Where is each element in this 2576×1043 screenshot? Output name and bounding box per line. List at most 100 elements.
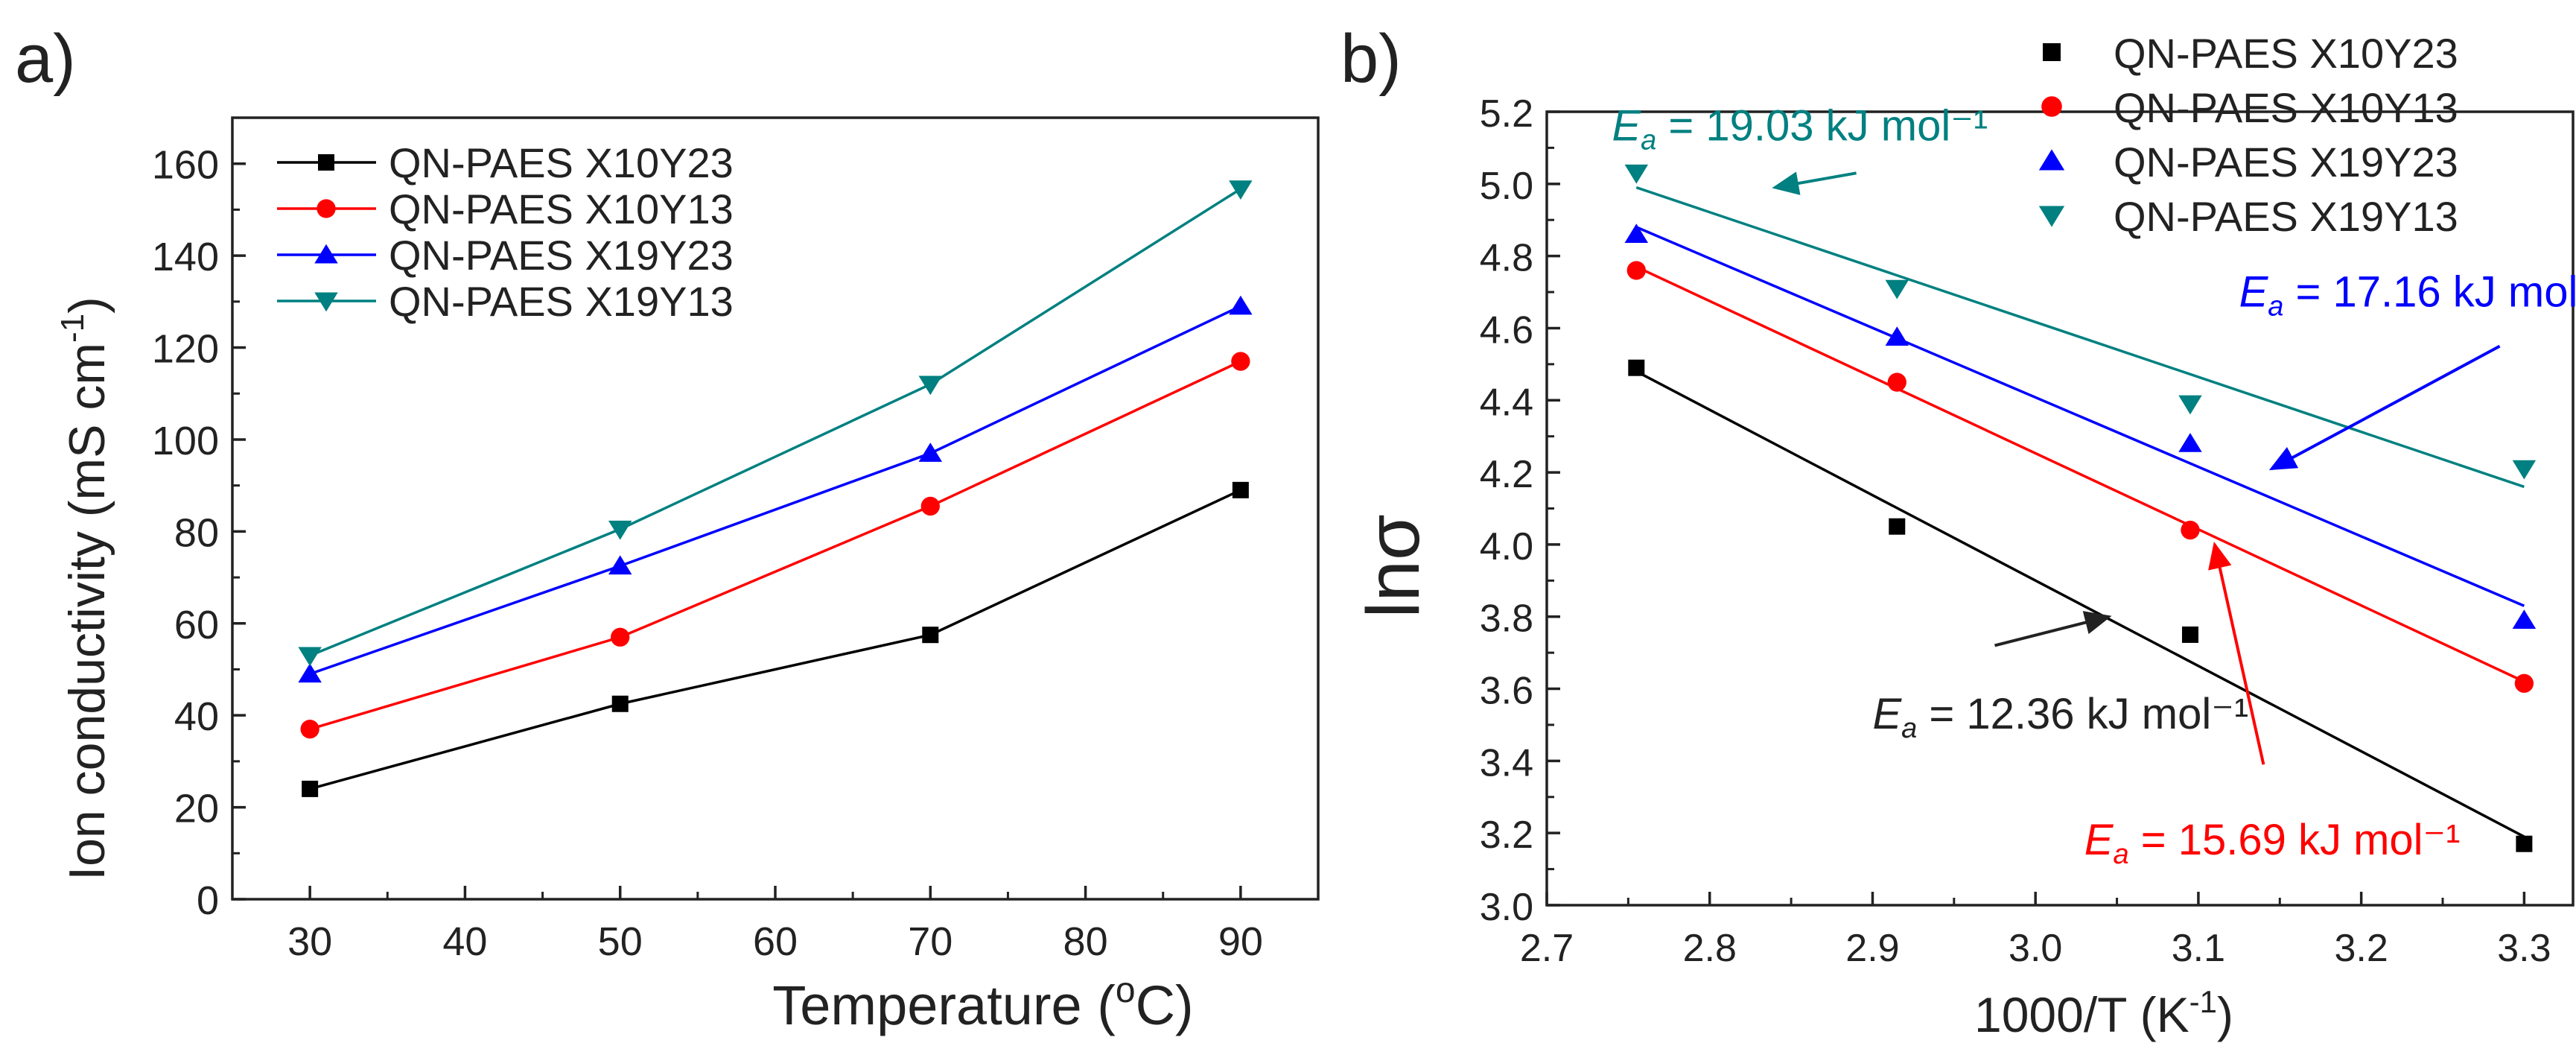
x-tick-label: 2.7 xyxy=(1520,927,1574,970)
y-tick-label: 100 xyxy=(152,419,219,463)
series-line-a-3 xyxy=(309,188,1241,657)
x-tick-label: 3.0 xyxy=(2009,927,2062,970)
x-axis-title-a-superscript: o xyxy=(1116,971,1136,1010)
fit-line-b-3 xyxy=(1635,186,2525,489)
data-point-b-2 xyxy=(2512,609,2537,630)
y-tick-label: 4.0 xyxy=(1480,525,1533,568)
y-tick-label: 3.2 xyxy=(1480,814,1533,857)
activation-energy-value: = 19.03 kJ mol⁻¹ xyxy=(1656,102,1988,150)
y-tick-label: 4.8 xyxy=(1480,237,1533,280)
legend-a-label-0: QN-PAES X10Y23 xyxy=(389,139,734,186)
chart-panel-a: a) 30 40 50 60 70 80 90 0 20 40 60 80 100 120 140 160 T… xyxy=(15,21,1320,1036)
activation-energy-subscript: a xyxy=(1901,713,1917,744)
x-axis-title-b-part1: 1000/T (K xyxy=(1974,987,2189,1042)
series-line-a-1 xyxy=(309,360,1241,731)
data-point-a-0 xyxy=(302,780,319,797)
y-tick-label: 3.4 xyxy=(1480,741,1533,784)
legend-a-marker-2 xyxy=(314,244,338,264)
data-point-b-0 xyxy=(1628,359,1645,376)
legend-b-marker-1 xyxy=(2041,96,2062,117)
x-tick-label: 2.9 xyxy=(1845,927,1899,970)
x-tick-label: 3.3 xyxy=(2497,927,2551,970)
legend-b-label-3: QN-PAES X19Y13 xyxy=(2114,193,2458,240)
data-point-a-3 xyxy=(1229,180,1253,200)
panel-label-b: b) xyxy=(1341,21,1402,97)
data-point-b-0 xyxy=(2516,835,2533,852)
data-point-b-3 xyxy=(2512,460,2537,480)
y-tick-label: 4.6 xyxy=(1480,308,1533,352)
activation-energy-label-1: Ea = 17.16 kJ mol⁻¹ xyxy=(2239,267,2576,322)
x-axis-title-a: Temperature (oC) xyxy=(772,971,1193,1036)
y-tick-label: 80 xyxy=(174,510,219,555)
activation-energy-label-0: Ea = 19.03 kJ mol⁻¹ xyxy=(1612,102,1988,156)
data-point-a-2 xyxy=(608,555,632,575)
y-axis-title-b: lnσ xyxy=(1352,514,1435,618)
y-axis-title-a: Ion conductivity (mS cm-1) xyxy=(54,297,115,881)
legend-a-label-1: QN-PAES X10Y13 xyxy=(389,186,734,232)
legend-b-label-0: QN-PAES X10Y23 xyxy=(2114,30,2458,77)
data-point-a-0 xyxy=(922,627,939,644)
data-point-a-2 xyxy=(918,443,943,462)
y-tick-label: 3.8 xyxy=(1480,597,1533,641)
x-tick-label: 3.1 xyxy=(2172,927,2225,970)
y-axis-title-a-part2: ) xyxy=(59,297,115,314)
data-point-b-1 xyxy=(2181,520,2200,540)
activation-energy-subscript: a xyxy=(1641,125,1656,156)
annotations-b: Ea = 19.03 kJ mol⁻¹Ea = 17.16 kJ mol⁻¹Ea… xyxy=(1612,102,2576,871)
data-point-b-0 xyxy=(1889,518,1906,535)
y-tick-label: 120 xyxy=(152,327,219,372)
legend-b-label-2: QN-PAES X19Y23 xyxy=(2114,139,2458,186)
activation-energy-value: = 17.16 kJ mol⁻¹ xyxy=(2283,267,2576,316)
legend-b: QN-PAES X10Y23 QN-PAES X10Y13 QN-PAES X19Y… xyxy=(2038,30,2458,240)
annotation-arrow-0 xyxy=(1772,171,1857,195)
annotation-arrow-3 xyxy=(2208,542,2265,765)
legend-a-marker-3 xyxy=(314,292,338,312)
legend-a-label-2: QN-PAES X19Y23 xyxy=(389,232,734,279)
y-tick-label: 140 xyxy=(152,235,219,279)
legend-b-marker-2 xyxy=(2038,149,2065,171)
data-point-b-3 xyxy=(1885,279,1909,299)
x-tick-label: 2.8 xyxy=(1683,927,1737,970)
activation-energy-symbol: E xyxy=(2084,816,2114,864)
legend-a-label-3: QN-PAES X19Y13 xyxy=(389,278,734,325)
data-point-a-2 xyxy=(1229,295,1253,315)
data-point-b-2 xyxy=(1885,326,1909,346)
data-point-b-2 xyxy=(1624,224,1649,244)
data-point-a-3 xyxy=(298,647,322,667)
fit-line-b-1 xyxy=(1635,265,2525,683)
x-tick-label: 50 xyxy=(598,919,643,964)
x-tick-label: 3.2 xyxy=(2335,927,2388,970)
y-axis-title-a-superscript: -1 xyxy=(54,314,91,343)
x-tick-label: 80 xyxy=(1063,919,1108,964)
y-axis-title-a-part1: Ion conductivity (mS cm xyxy=(59,343,115,881)
y-tick-label: 4.2 xyxy=(1480,453,1533,496)
data-point-b-0 xyxy=(2181,626,2198,643)
activation-energy-symbol: E xyxy=(1612,102,1641,150)
activation-energy-value: = 15.69 kJ mol⁻¹ xyxy=(2129,816,2461,864)
legend-b-label-1: QN-PAES X10Y13 xyxy=(2114,84,2458,131)
y-tick-label: 3.0 xyxy=(1480,886,1533,929)
data-point-b-3 xyxy=(1624,164,1649,184)
data-point-a-0 xyxy=(1232,481,1249,498)
data-point-b-2 xyxy=(2178,433,2202,452)
y-tick-label: 5.2 xyxy=(1480,92,1533,136)
legend-a-marker-1 xyxy=(317,199,336,218)
x-axis-title-b-part2: ) xyxy=(2217,987,2233,1042)
x-axis-title-b-superscript: -1 xyxy=(2189,984,2217,1019)
y-tick-label: 3.6 xyxy=(1480,670,1533,713)
x-tick-label: 70 xyxy=(908,919,953,964)
data-point-a-1 xyxy=(300,720,319,739)
chart-panel-b: b) 2.7 2.8 2.9 3.0 3.1 3.2 3.3 3.0 3.2 3.4 3.6 3.8 4… xyxy=(1341,21,2576,1042)
series-line-a-0 xyxy=(309,489,1241,790)
legend-a-marker-0 xyxy=(318,154,334,171)
x-tick-label: 30 xyxy=(287,919,332,964)
data-point-a-2 xyxy=(298,663,322,683)
data-point-a-1 xyxy=(920,496,940,516)
x-tick-label: 60 xyxy=(753,919,798,964)
y-tick-label: 40 xyxy=(174,694,219,739)
data-point-b-1 xyxy=(2514,673,2534,693)
data-point-b-1 xyxy=(1626,261,1646,280)
data-point-a-1 xyxy=(611,627,630,647)
data-point-a-0 xyxy=(611,695,629,712)
